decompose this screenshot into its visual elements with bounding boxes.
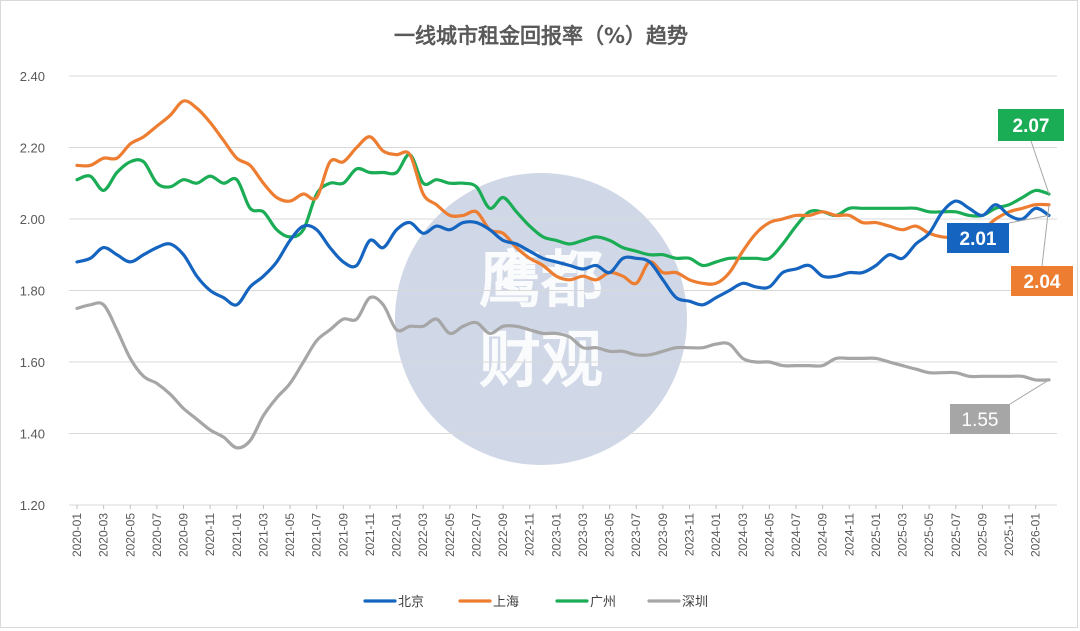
x-tick-label: 2020-09 xyxy=(177,513,191,557)
x-tick-label: 2021-11 xyxy=(363,513,377,556)
legend-label: 广州 xyxy=(590,595,616,610)
x-tick-label: 2020-03 xyxy=(97,513,111,557)
x-tick-label: 2022-05 xyxy=(443,513,457,557)
series-line-1 xyxy=(75,99,1051,286)
y-tick-label: 1.40 xyxy=(20,427,45,442)
x-tick-label: 2022-07 xyxy=(469,513,483,557)
x-tick-label: 2024-01 xyxy=(709,513,723,557)
callout-value: 2.04 xyxy=(1024,272,1061,293)
x-tick-label: 2023-11 xyxy=(682,513,696,556)
x-tick-label: 2025-03 xyxy=(896,513,910,557)
x-tick-label: 2020-01 xyxy=(70,513,84,557)
x-tick-label: 2021-09 xyxy=(336,513,350,557)
callout-box xyxy=(947,223,1009,253)
series-line-2 xyxy=(75,153,1051,268)
x-tick-label: 2022-01 xyxy=(390,513,404,557)
callout-leader xyxy=(1009,379,1050,405)
callout-box xyxy=(1011,266,1073,296)
x-tick-label: 2023-03 xyxy=(576,513,590,557)
x-tick-label: 2020-11 xyxy=(203,513,217,556)
x-tick-label: 2024-03 xyxy=(736,513,750,557)
x-tick-label: 2024-11 xyxy=(842,513,856,556)
x-tick-label: 2024-05 xyxy=(762,513,776,557)
x-tick-label: 2021-03 xyxy=(256,513,270,557)
x-tick-label: 2023-05 xyxy=(603,513,617,557)
y-tick-label: 1.20 xyxy=(20,498,45,513)
series-lines xyxy=(75,99,1051,450)
x-tick-label: 2025-11 xyxy=(1002,513,1016,556)
x-tick-label: 2026-01 xyxy=(1029,513,1043,557)
x-tick-label: 2023-07 xyxy=(629,513,643,557)
x-tick-label: 2023-01 xyxy=(549,513,563,557)
x-tick-label: 2021-01 xyxy=(230,513,244,557)
x-tick-label: 2025-05 xyxy=(922,513,936,557)
x-tick-label: 2025-01 xyxy=(869,513,883,557)
legend: 北京 上海 广州 深圳 xyxy=(363,595,708,610)
legend-label: 深圳 xyxy=(682,595,708,610)
series-line-0 xyxy=(75,199,1051,307)
x-tick-label: 2025-07 xyxy=(949,513,963,557)
callout-leader xyxy=(1008,214,1050,224)
callout-box xyxy=(998,109,1064,141)
x-tick-label: 2021-05 xyxy=(283,513,297,557)
x-tick-label: 2024-07 xyxy=(789,513,803,557)
x-tick-label: 2022-09 xyxy=(496,513,510,557)
x-tick-label: 2022-03 xyxy=(416,513,430,557)
callout-value: 2.07 xyxy=(1013,116,1050,137)
callout-value: 2.01 xyxy=(960,229,997,250)
x-tick-label: 2022-11 xyxy=(523,513,537,556)
y-tick-label: 2.40 xyxy=(20,69,45,84)
y-axis-ticks: 1.20 1.40 1.60 1.80 2.00 2.20 2.40 xyxy=(20,69,45,513)
y-tick-label: 1.80 xyxy=(20,284,45,299)
x-tick-label: 2025-09 xyxy=(975,513,989,557)
x-tick-label: 2021-07 xyxy=(310,513,324,557)
watermark-circle xyxy=(395,173,687,465)
legend-label: 上海 xyxy=(493,595,519,610)
y-tick-label: 2.20 xyxy=(20,141,45,156)
legend-label: 北京 xyxy=(398,595,424,610)
x-tick-label: 2024-09 xyxy=(816,513,830,557)
x-tick-label: 2020-05 xyxy=(123,513,137,557)
y-tick-label: 2.00 xyxy=(20,212,45,227)
watermark-line-1: 鹰都 xyxy=(479,243,603,316)
x-axis-ticks: 2020-01 2020-03 2020-05 2020-07 2020-09 2020-… xyxy=(70,505,1043,557)
callout-leader xyxy=(1041,204,1050,267)
watermark-line-2: 财观 xyxy=(479,323,603,396)
y-tick-label: 1.60 xyxy=(20,355,45,370)
series-line-3 xyxy=(75,295,1051,450)
callout-value: 1.55 xyxy=(962,410,999,431)
chart-title: 一线城市租金回报率（%）趋势 xyxy=(394,24,688,48)
callout-box xyxy=(950,404,1010,434)
gridlines xyxy=(69,75,1057,506)
x-tick-label: 2020-07 xyxy=(150,513,164,557)
watermark: 鹰都 财观 xyxy=(395,173,687,465)
end-value-callouts: 2.01 2.04 2.07 1.55 xyxy=(947,109,1073,434)
x-tick-label: 2023-09 xyxy=(656,513,670,557)
callout-leader xyxy=(1030,140,1050,195)
